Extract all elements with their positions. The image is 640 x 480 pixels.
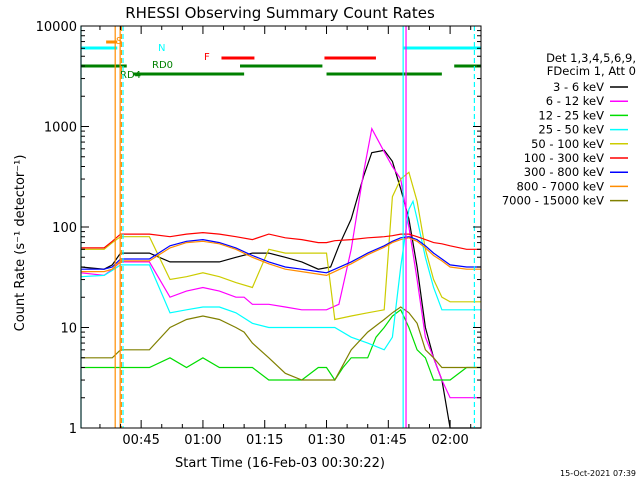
legend-header-0: Det 1,3,4,5,6,9, bbox=[546, 51, 636, 65]
series-lines bbox=[80, 126, 481, 429]
y-tick-label-0: 1 bbox=[69, 422, 77, 437]
series-line-6 bbox=[81, 236, 481, 274]
y-axis-label: Count Rate (s⁻¹ detector⁻¹) bbox=[13, 155, 28, 332]
series-line-3 bbox=[80, 199, 481, 351]
legend: Det 1,3,4,5,6,9,FDecim 1, Att 0 3 - 6 keV… bbox=[502, 51, 636, 208]
x-tick-label-5: 02:00 bbox=[431, 433, 468, 448]
x-tick-label-2: 01:15 bbox=[246, 433, 283, 448]
series-line-7 bbox=[81, 237, 481, 277]
legend-header-1: FDecim 1, Att 0 bbox=[547, 64, 636, 78]
series-line-4 bbox=[81, 171, 481, 321]
legend-entry-6: 300 - 800 keV bbox=[524, 165, 604, 179]
series-line-8 bbox=[81, 306, 481, 381]
y-tick-label-4: 10000 bbox=[36, 20, 77, 35]
legend-entry-7: 800 - 7000 keV bbox=[516, 179, 604, 193]
x-tick-label-0: 00:45 bbox=[122, 433, 159, 448]
y-tick-label-3: 1000 bbox=[44, 121, 77, 136]
legend-entry-2: 12 - 25 keV bbox=[538, 108, 604, 122]
legend-entry-8: 7000 - 15000 keV bbox=[502, 194, 604, 208]
flag-label-f: F bbox=[204, 52, 210, 63]
attenuator-flags: S N F RD0 RD4 bbox=[81, 36, 481, 81]
legend-entry-0: 3 - 6 keV bbox=[553, 80, 604, 94]
series-line-0 bbox=[80, 149, 481, 429]
axes: 00:45 01:00 01:15 01:30 01:45 02:00 1 10 100 1000… bbox=[36, 20, 481, 448]
legend-entry-4: 50 - 100 keV bbox=[531, 137, 604, 151]
legend-entry-1: 6 - 12 keV bbox=[546, 94, 604, 108]
y-tick-label-1: 10 bbox=[60, 322, 77, 337]
flag-label-n: N bbox=[158, 43, 165, 54]
legend-entry-5: 100 - 300 keV bbox=[524, 151, 604, 165]
series-line-5 bbox=[81, 231, 481, 250]
flag-label-rd4: RD4 bbox=[120, 70, 141, 81]
timestamp: 15-Oct-2021 07:39 bbox=[560, 469, 636, 478]
flag-label-rd0: RD0 bbox=[152, 60, 173, 71]
series-line-2 bbox=[81, 308, 481, 382]
x-tick-label-3: 01:30 bbox=[308, 433, 345, 448]
x-tick-label-1: 01:00 bbox=[184, 433, 221, 448]
x-tick-label-4: 01:45 bbox=[370, 433, 407, 448]
x-axis-label: Start Time (16-Feb-03 00:30:22) bbox=[175, 456, 385, 471]
flag-label-s: S bbox=[116, 36, 122, 47]
series-line-1 bbox=[80, 126, 481, 399]
legend-entry-3: 25 - 50 keV bbox=[538, 123, 604, 137]
y-tick-label-2: 100 bbox=[52, 221, 77, 236]
chart-title: RHESSI Observing Summary Count Rates bbox=[125, 4, 435, 22]
